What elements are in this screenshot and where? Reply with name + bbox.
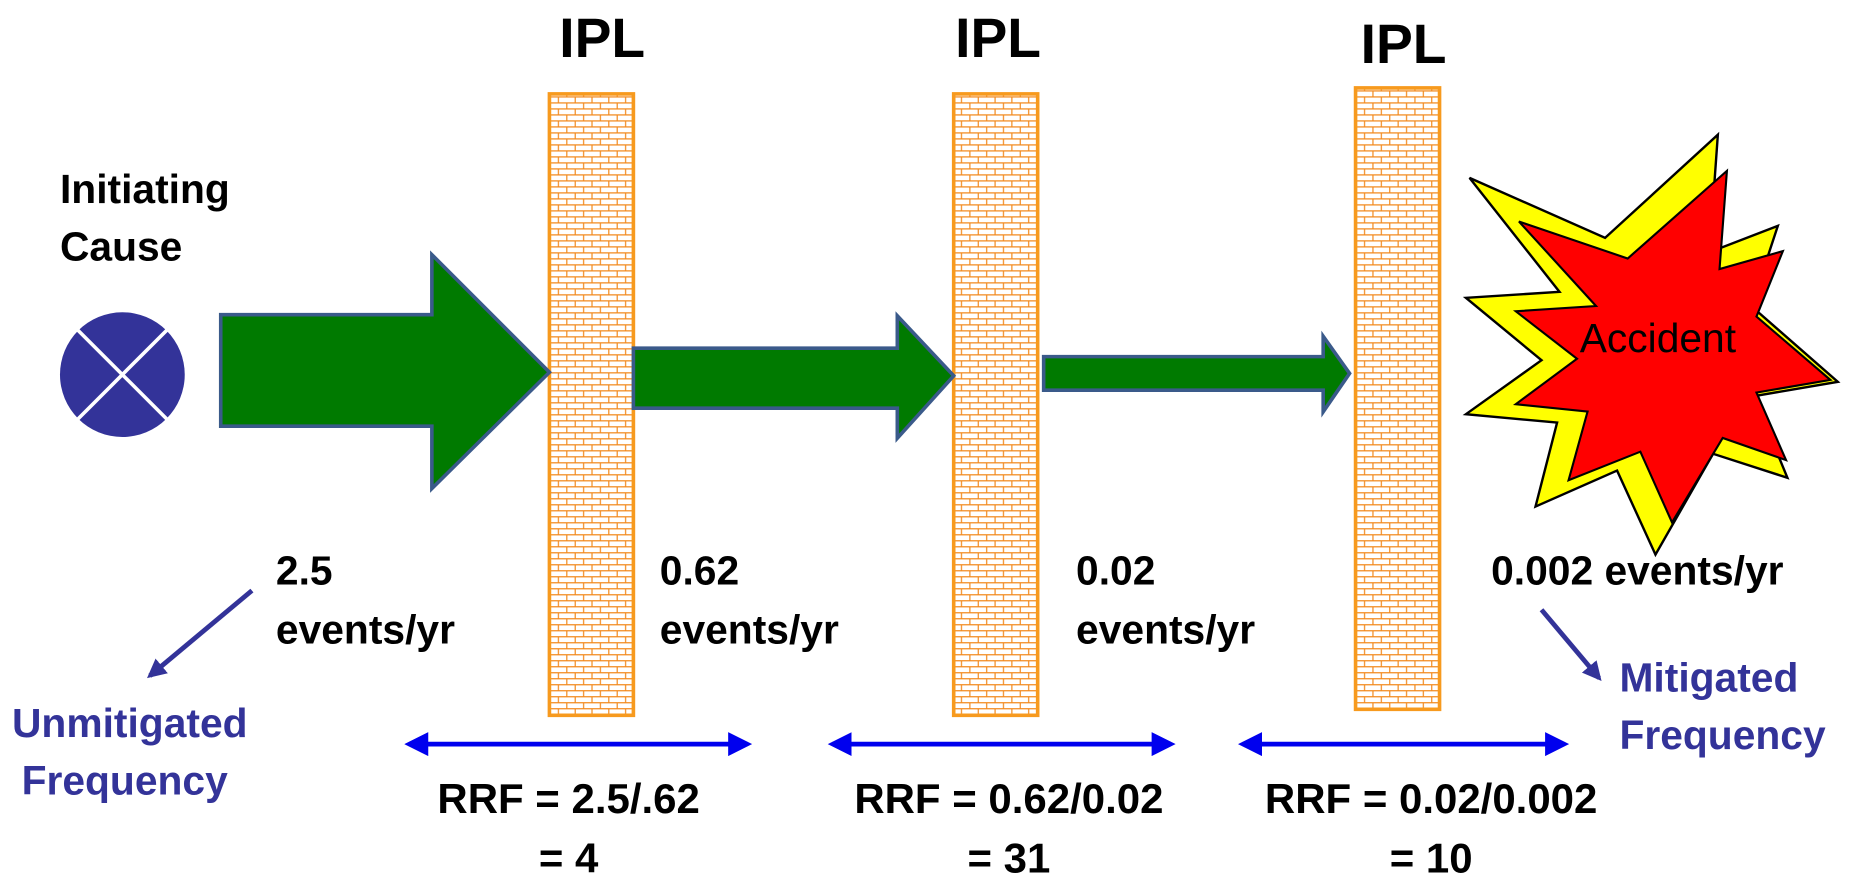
- frequency: 0.02: [1076, 548, 1155, 594]
- ipl-label: IPL: [1361, 13, 1447, 75]
- accident-label: Accident: [1580, 315, 1737, 361]
- page: {"ipl_labels":["IPL","IPL","IPL"], "init…: [0, 0, 1875, 874]
- diagram: IPL IPL IPL Accident Initiating Cause 2.…: [0, 0, 1875, 874]
- ipl-wall: [954, 94, 1038, 715]
- initiating-label: Initiating: [60, 166, 230, 212]
- rrf-formula: RRF = 2.5/.62: [437, 775, 699, 822]
- rrf-formula: RRF = 0.02/0.002: [1265, 775, 1597, 822]
- ipl-label: IPL: [559, 7, 645, 69]
- frequency: 0.002 events/yr: [1491, 548, 1784, 594]
- ipl-wall: [549, 94, 633, 715]
- rrf-result: = 31: [967, 835, 1050, 874]
- frequency: events/yr: [660, 606, 839, 652]
- initiating-icon: [60, 312, 185, 437]
- frequency: 0.62: [660, 548, 739, 594]
- flow-arrow: [633, 316, 953, 438]
- frequency: 2.5: [276, 548, 333, 594]
- ipl-label: IPL: [955, 7, 1041, 69]
- rrf-result: = 4: [539, 835, 599, 874]
- initiating-label: Cause: [60, 224, 182, 270]
- rrf-result: = 10: [1390, 835, 1473, 874]
- ipl-wall: [1356, 88, 1440, 709]
- frequency: events/yr: [276, 606, 455, 652]
- rrf-formula: RRF = 0.62/0.02: [854, 775, 1163, 822]
- flow-arrow: [221, 255, 550, 489]
- unmitigated-label: Unmitigated: [12, 700, 248, 746]
- unmitigated-label: Frequency: [22, 757, 228, 803]
- mitigated-label: Mitigated: [1619, 654, 1798, 700]
- mitigated-label: Frequency: [1619, 712, 1825, 758]
- flow-arrow: [1044, 336, 1350, 412]
- flow-arrows: [221, 255, 1350, 489]
- frequency: events/yr: [1076, 606, 1255, 652]
